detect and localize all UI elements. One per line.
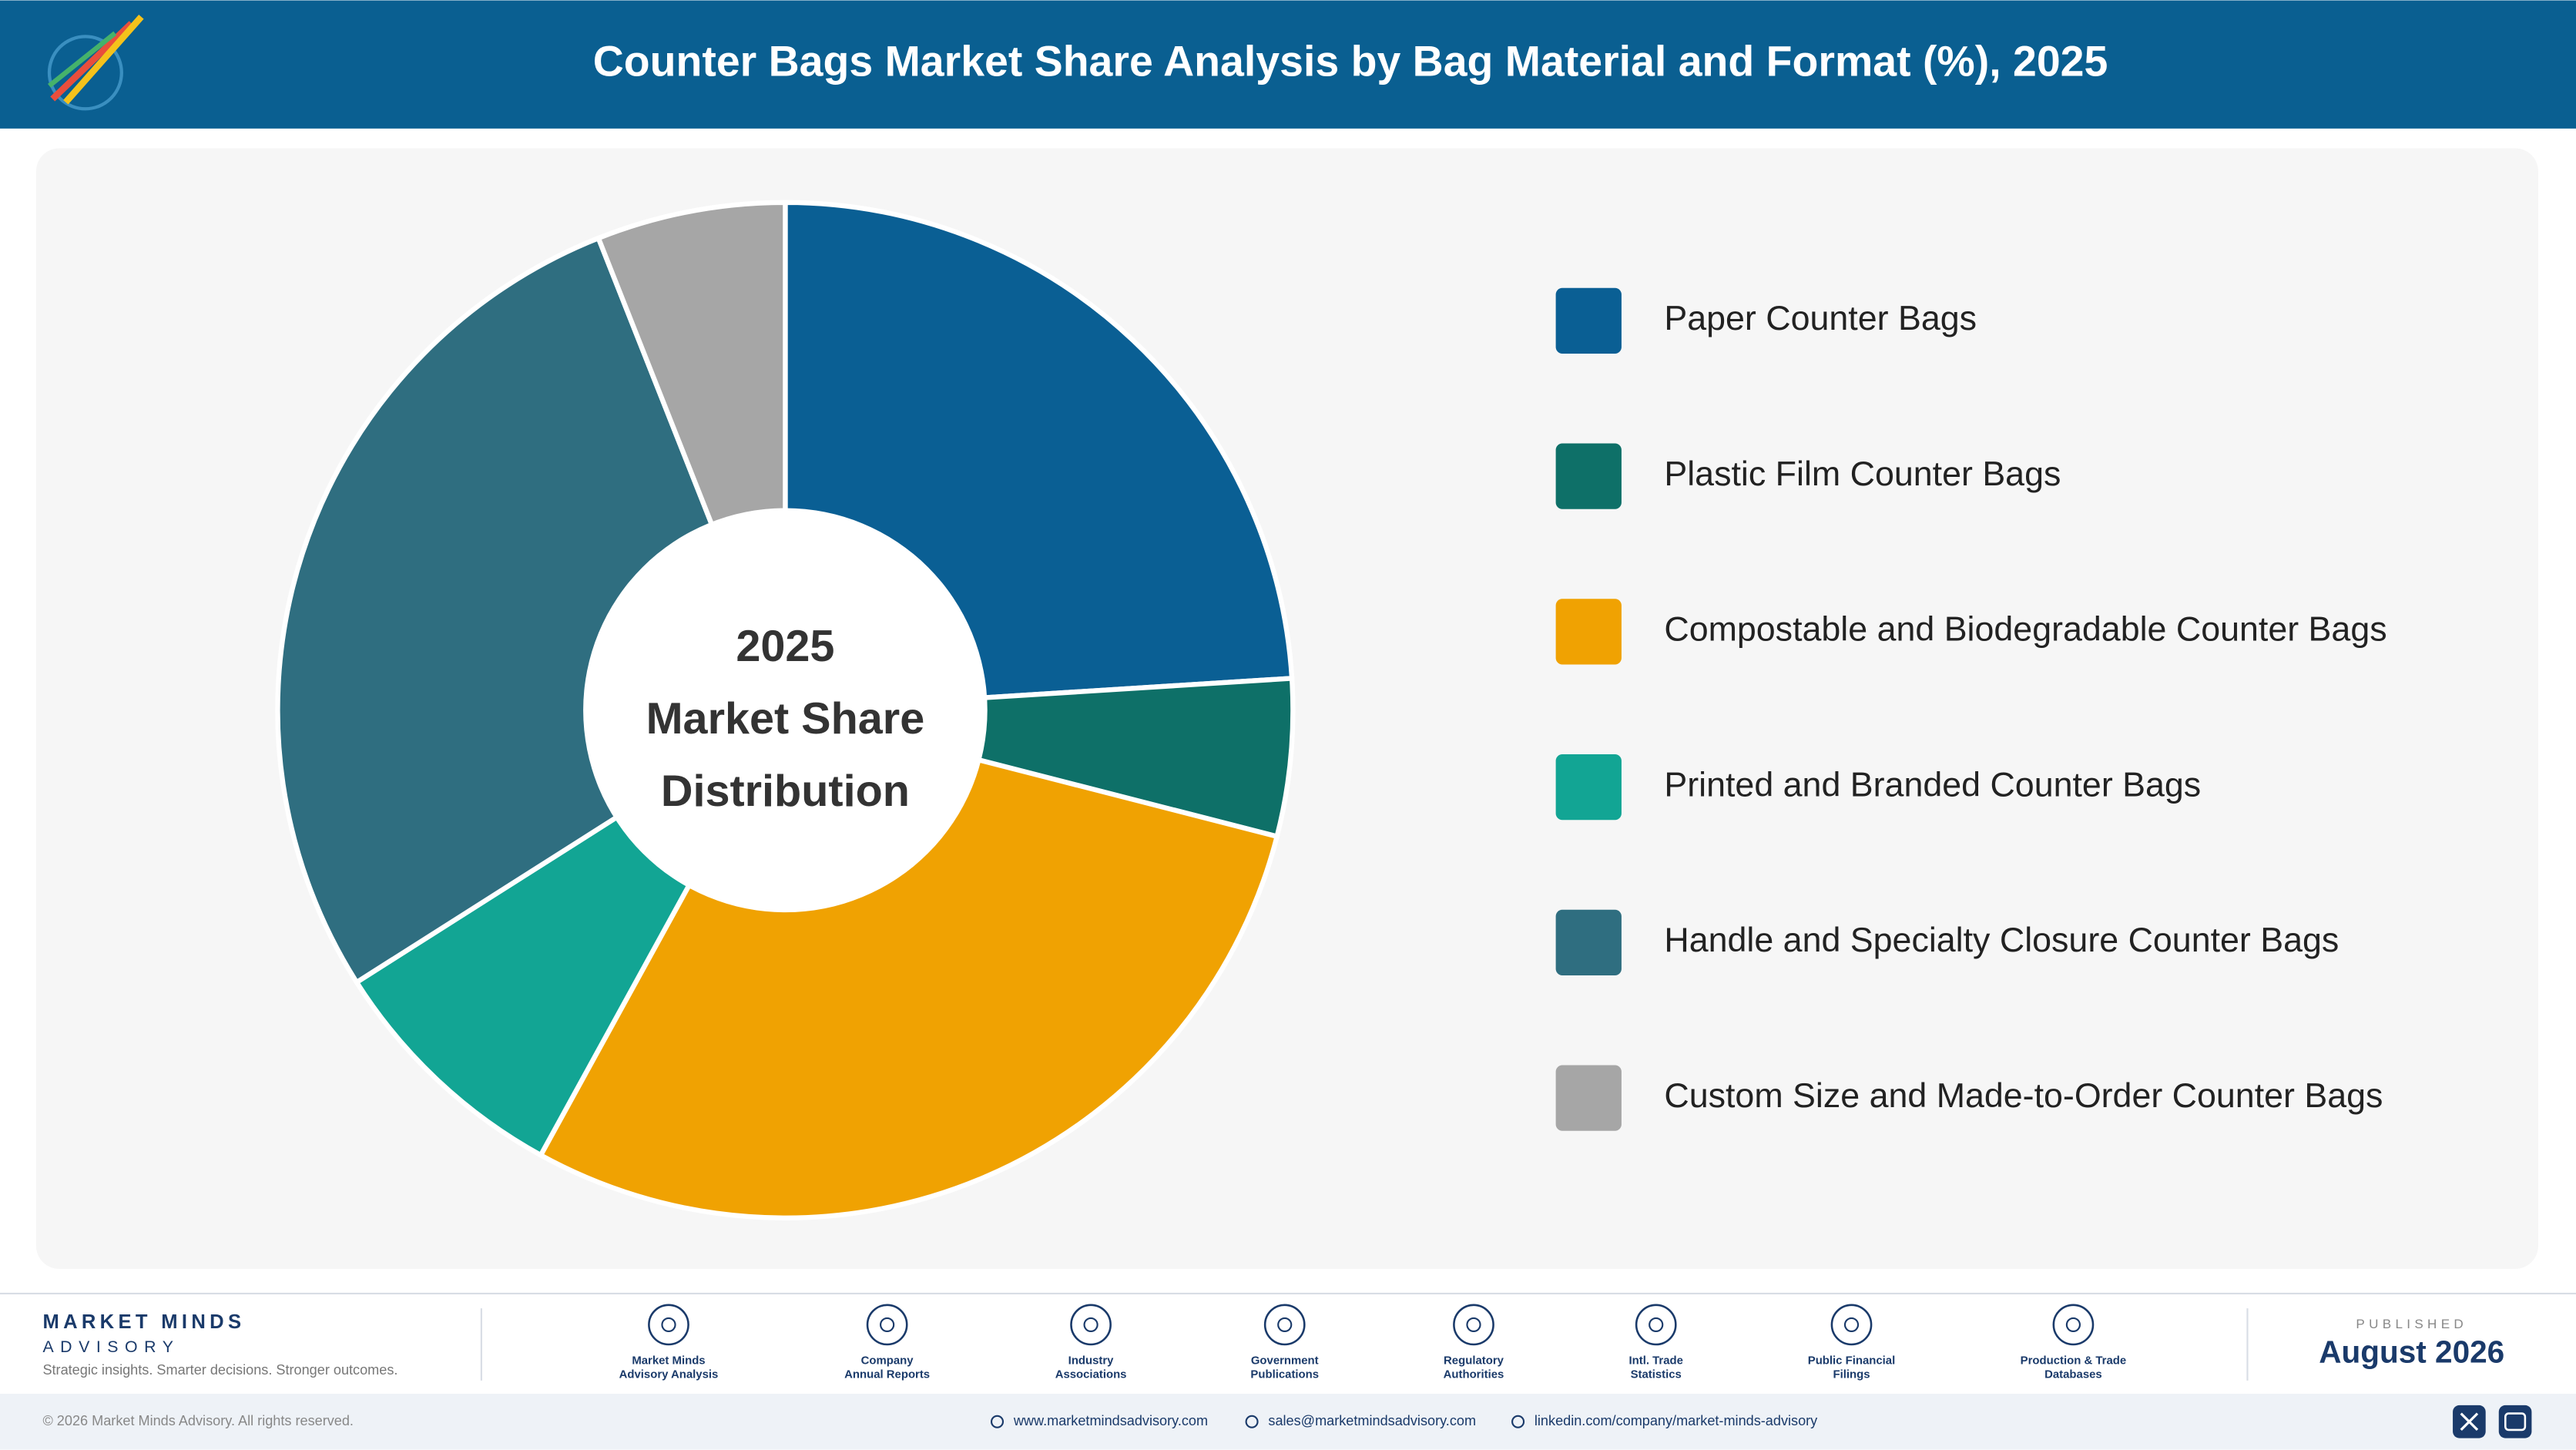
x-icon — [2460, 1412, 2479, 1432]
source-label: Associations — [1055, 1368, 1127, 1381]
footer-link[interactable]: www.marketmindsadvisory.com — [1013, 1413, 1208, 1428]
youtube-icon — [2504, 1412, 2527, 1432]
source-icon-dot — [1843, 1317, 1860, 1333]
page-title: Counter Bags Market Share Analysis by Ba… — [593, 37, 2108, 85]
source-label: Authorities — [1444, 1368, 1504, 1381]
legend-swatch — [1555, 287, 1622, 354]
source-label: Statistics — [1631, 1368, 1682, 1381]
copyright: © 2026 Market Minds Advisory. All rights… — [42, 1413, 354, 1428]
legend-label: Plastic Film Counter Bags — [1664, 455, 2061, 493]
source-label: Regulatory — [1444, 1354, 1504, 1367]
source-icon-dot — [2065, 1317, 2081, 1333]
link-icon — [990, 1415, 1005, 1428]
brand-name: MARKET MINDS — [42, 1311, 245, 1333]
source-icon-dot — [661, 1317, 676, 1333]
legend: Paper Counter Bags Plastic Film Counter B… — [1555, 287, 2387, 1131]
source-icon — [1830, 1304, 1873, 1346]
source-label: Advisory Analysis — [619, 1368, 719, 1381]
published-label: PUBLISHED — [2356, 1317, 2467, 1331]
center-label: Market Share — [646, 694, 925, 743]
source-icon — [1453, 1304, 1494, 1346]
legend-swatch — [1555, 754, 1622, 821]
legend-label: Custom Size and Made-to-Order Counter Ba… — [1664, 1076, 2383, 1115]
source-icon — [1635, 1304, 1677, 1346]
link-icon — [1511, 1415, 1525, 1428]
links: www.marketmindsadvisory.com sales@marketm… — [990, 1413, 1818, 1428]
legend-label: Compostable and Biodegradable Counter Ba… — [1664, 610, 2386, 649]
source-label: Public Financial — [1808, 1354, 1895, 1367]
source-label: Industry — [1068, 1354, 1115, 1367]
legend-label: Printed and Branded Counter Bags — [1664, 765, 2201, 804]
source-icon-dot — [1466, 1317, 1481, 1333]
source-icon — [866, 1304, 908, 1346]
header-bar — [0, 0, 2576, 129]
footer-link[interactable]: linkedin.com/company/market-minds-adviso… — [1535, 1413, 1818, 1428]
source-icon — [1263, 1304, 1306, 1346]
footer-link[interactable]: sales@marketmindsadvisory.com — [1268, 1413, 1476, 1428]
pie-chart: 2025 Market Share Distribution — [275, 200, 1296, 1220]
center-label: Distribution — [661, 767, 910, 816]
legend-swatch — [1555, 443, 1622, 509]
pie-slice — [275, 234, 789, 986]
center-label: 2025 — [736, 622, 834, 671]
logo — [47, 15, 144, 111]
legend-swatch — [1555, 1065, 1622, 1131]
source-label: Production & Trade — [2021, 1354, 2126, 1367]
source-icon-dot — [880, 1317, 895, 1333]
source-label: Government — [1251, 1354, 1319, 1367]
source-icon — [1070, 1304, 1112, 1346]
brand-sub: ADVISORY — [42, 1338, 179, 1356]
youtube-button[interactable] — [2498, 1405, 2532, 1438]
bottom-bar — [0, 1393, 2576, 1450]
tagline: Strategic insights. Smarter decisions. S… — [42, 1362, 397, 1378]
source-label: Filings — [1833, 1368, 1870, 1381]
source-label: Market Minds — [632, 1354, 705, 1367]
source-icon — [648, 1304, 689, 1346]
source-icon-dot — [1083, 1317, 1098, 1333]
source-label: Annual Reports — [844, 1368, 930, 1381]
source-label: Company — [861, 1354, 914, 1367]
legend-label: Paper Counter Bags — [1664, 299, 1977, 337]
source-icon-dot — [1649, 1317, 1664, 1333]
legend-label: Handle and Specialty Closure Counter Bag… — [1664, 921, 2339, 959]
donut-hole — [583, 508, 988, 913]
link-icon — [1245, 1415, 1259, 1428]
source-icon-dot — [1277, 1317, 1293, 1333]
source-label: Publications — [1250, 1368, 1319, 1381]
source-label: Intl. Trade — [1629, 1354, 1683, 1367]
legend-swatch — [1555, 909, 1622, 976]
published-date: August 2026 — [2319, 1334, 2504, 1370]
legend-swatch — [1555, 599, 1622, 665]
source-icon — [2052, 1304, 2095, 1346]
source-label: Databases — [2044, 1368, 2102, 1381]
